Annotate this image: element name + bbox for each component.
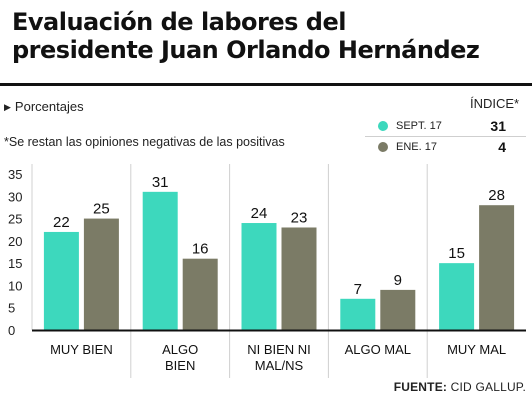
units-label: Porcentajes [14, 99, 84, 114]
bar-ene [479, 205, 515, 330]
bar-sept [43, 231, 79, 330]
bar-ene [281, 227, 317, 330]
x-tick-label: MUY MAL [447, 342, 506, 357]
data-label: 28 [488, 187, 505, 204]
y-tick-label: 10 [8, 278, 22, 293]
data-label: 25 [93, 201, 110, 218]
data-label: 22 [53, 214, 70, 231]
data-label: 9 [394, 272, 402, 289]
x-tick-label: BIEN [165, 358, 195, 373]
y-tick-label: 20 [8, 234, 22, 249]
legend-swatch-sept [378, 121, 388, 131]
index-header: ÍNDICE* [470, 96, 520, 111]
legend-index-ene: 4 [498, 139, 506, 155]
data-label: 16 [192, 241, 209, 258]
data-label: 23 [291, 209, 308, 226]
x-tick-label: NI BIEN NI [247, 342, 311, 357]
bar-ene [182, 258, 218, 330]
chart-title: Evaluación de labores del presidente Jua… [12, 8, 527, 64]
legend-row-ene: ENE. 17 4 [378, 139, 506, 155]
units-note: ▶ Porcentajes [4, 99, 84, 114]
footnote: *Se restan las opiniones negativas de la… [4, 135, 285, 149]
y-tick-label: 25 [8, 212, 22, 227]
data-label: 7 [354, 281, 362, 298]
title-rule [0, 83, 532, 86]
legend-label-sept: SEPT. 17 [396, 120, 442, 132]
bar-ene [380, 289, 416, 330]
x-tick-label: MUY BIEN [50, 342, 113, 357]
title-line-1: Evaluación de labores del [12, 8, 346, 36]
source-credit: FUENTE: CID GALLUP. [394, 380, 526, 394]
legend-divider [365, 136, 526, 137]
bar-sept [241, 223, 277, 330]
source-text: CID GALLUP. [450, 380, 526, 394]
bar-ene [83, 218, 119, 330]
x-tick-label: ALGO MAL [345, 342, 411, 357]
source-label: FUENTE: [393, 380, 448, 394]
x-tick-label: ALGO [162, 342, 198, 357]
y-tick-label: 30 [8, 189, 22, 204]
legend-swatch-ene [378, 142, 388, 152]
y-tick-label: 0 [8, 323, 15, 338]
bar-sept [340, 298, 376, 330]
triangle-marker-icon: ▶ [4, 102, 11, 112]
bar-sept [142, 191, 178, 330]
data-label: 15 [448, 245, 465, 262]
legend-index-sept: 31 [490, 118, 506, 134]
data-label: 31 [152, 174, 169, 191]
title-line-2: presidente Juan Orlando Hernández [12, 36, 480, 64]
y-tick-label: 5 [8, 301, 15, 316]
bar-sept [439, 263, 475, 330]
x-tick-label: MAL/NS [255, 358, 304, 373]
legend-row-sept: SEPT. 17 31 [378, 118, 506, 134]
y-tick-label: 35 [8, 167, 22, 182]
legend-label-ene: ENE. 17 [396, 141, 437, 153]
y-tick-label: 15 [8, 256, 22, 271]
data-label: 24 [251, 205, 268, 222]
